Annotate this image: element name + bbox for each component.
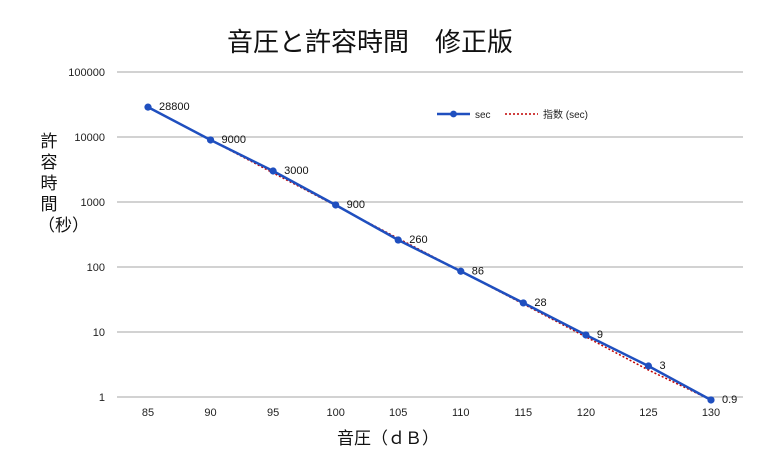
data-point-100: [332, 201, 340, 209]
data-label-125: 3: [659, 360, 665, 372]
chart-title: 音圧と許容時間 修正版: [0, 22, 780, 59]
data-label-105: 260: [409, 234, 427, 246]
y-tick-labels: 1 10 100 1000 10000 100000: [68, 67, 105, 404]
y-tick-1000: 1000: [81, 197, 105, 209]
x-tick-100: 100: [326, 407, 344, 419]
x-axis-label-text: 音圧（ｄＢ）: [337, 429, 439, 449]
y-axis-label: 許容時間（秒）: [38, 132, 89, 236]
x-tick-120: 120: [577, 407, 595, 419]
x-tick-115: 115: [515, 407, 533, 419]
x-tick-95: 95: [267, 407, 279, 419]
x-tick-90: 90: [204, 407, 216, 419]
y-tick-1: 1: [99, 392, 105, 404]
data-label-120: 9: [597, 329, 603, 341]
data-label-130: 0.9: [722, 394, 737, 406]
data-point-90: [206, 136, 215, 144]
y-tick-100: 100: [87, 262, 105, 274]
data-point-105: [394, 236, 402, 244]
x-tick-110: 110: [452, 407, 470, 419]
x-tick-105: 105: [389, 407, 407, 419]
data-point-85: [144, 103, 152, 111]
series-line-sec: [147, 105, 712, 402]
legend-marker-sec: [450, 110, 457, 118]
data-point-95: [269, 167, 277, 175]
series-layer: [144, 103, 715, 404]
data-point-115: [519, 299, 527, 307]
grid-lines: [117, 71, 743, 398]
x-axis-label: 音圧（ｄＢ）: [0, 424, 780, 449]
y-tick-10000: 10000: [74, 132, 105, 144]
data-point-130: [707, 396, 715, 404]
data-point-120: [582, 331, 590, 339]
x-tick-130: 130: [702, 407, 720, 419]
data-point-110: [457, 267, 465, 275]
x-tick-85: 85: [142, 407, 154, 419]
y-tick-10: 10: [93, 327, 105, 339]
chart-title-text: 音圧と許容時間 修正版: [226, 28, 513, 58]
data-label-100: 900: [347, 199, 365, 211]
data-label-115: 28: [534, 297, 546, 309]
data-label-90: 9000: [222, 134, 246, 146]
x-tick-labels: 85 90 95 100 105 110 115 120 125 130: [142, 407, 720, 419]
x-tick-125: 125: [639, 407, 657, 419]
data-label-95: 3000: [284, 165, 308, 177]
legend-label-sec: sec: [475, 110, 491, 121]
legend: sec 指数 (sec): [437, 108, 588, 121]
y-tick-100000: 100000: [68, 67, 105, 79]
legend-label-trend: 指数 (sec): [543, 108, 588, 121]
data-labels: 28800 9000 3000 900 260 86 28 9 3 0.9: [159, 101, 737, 406]
data-point-125: [644, 362, 653, 370]
data-label-110: 86: [472, 265, 484, 277]
data-label-85: 28800: [159, 101, 190, 113]
